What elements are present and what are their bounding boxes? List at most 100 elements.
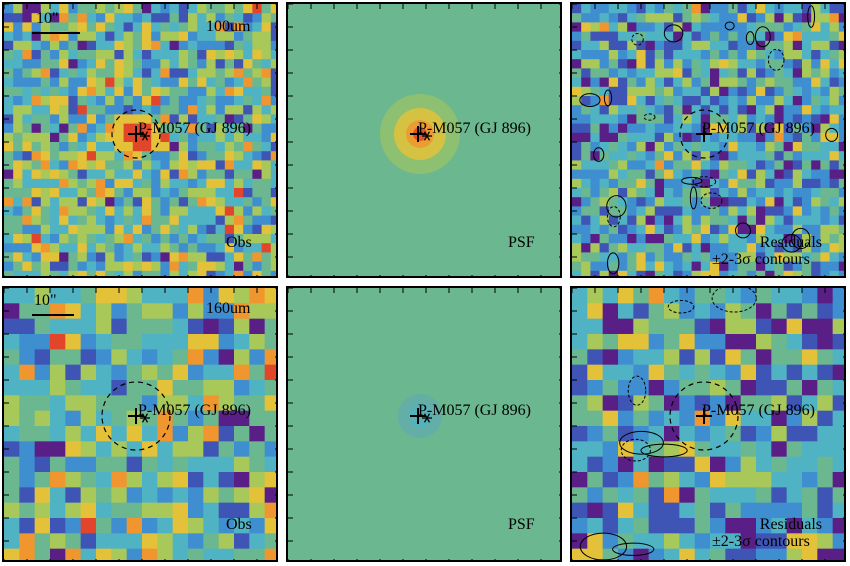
map-pixel <box>234 197 244 207</box>
map-pixel <box>838 123 844 134</box>
map-pixel <box>40 206 51 217</box>
map-pixel <box>719 68 729 79</box>
map-pixel <box>829 59 840 69</box>
map-pixel <box>68 261 79 272</box>
map-pixel <box>50 318 66 335</box>
map-pixel <box>77 22 88 33</box>
map-pixel <box>142 169 152 180</box>
map-pixel <box>96 288 112 304</box>
map-pixel <box>68 114 79 125</box>
map-pixel <box>802 533 818 550</box>
map-pixel <box>105 4 115 14</box>
map-pixel <box>203 518 220 534</box>
map-pixel <box>832 395 844 412</box>
map-pixel <box>618 318 634 335</box>
map-pixel <box>802 234 812 244</box>
map-pixel <box>664 206 674 217</box>
map-pixel <box>725 548 742 560</box>
map-pixel <box>188 395 204 412</box>
map-pixel <box>86 270 97 276</box>
map-pixel <box>197 96 207 106</box>
map-pixel <box>4 270 14 276</box>
map-pixel <box>645 114 656 125</box>
map-pixel <box>832 518 844 534</box>
map-pixel <box>602 364 619 381</box>
map-pixel <box>802 40 812 51</box>
map-pixel <box>645 270 656 276</box>
map-pixel <box>618 169 628 180</box>
map-pixel <box>679 533 696 550</box>
map-pixel <box>218 334 235 350</box>
map-pixel <box>829 31 840 42</box>
map-pixel <box>590 59 601 69</box>
map-pixel <box>96 426 112 442</box>
map-pixel <box>172 349 189 366</box>
map-pixel <box>627 86 637 97</box>
map-pixel <box>820 105 831 115</box>
map-pixel <box>756 59 766 69</box>
map-pixel <box>178 50 189 60</box>
map-pixel <box>719 215 729 226</box>
map-pixel <box>590 160 601 171</box>
map-pixel <box>774 224 785 235</box>
map-pixel <box>608 123 619 134</box>
map-pixel <box>77 151 88 161</box>
map-pixel <box>618 160 628 171</box>
map-pixel <box>783 40 794 51</box>
map-pixel <box>243 132 253 143</box>
map-pixel <box>151 270 161 276</box>
map-pixel <box>197 224 207 235</box>
map-pixel <box>188 169 198 180</box>
map-pixel <box>756 197 766 207</box>
map-pixel <box>645 169 656 180</box>
map-pixel <box>664 114 674 125</box>
map-pixel <box>59 234 69 244</box>
map-pixel <box>792 206 803 217</box>
map-pixel <box>691 224 702 235</box>
map-pixel <box>96 334 112 350</box>
map-pixel <box>13 86 23 97</box>
map-pixel <box>169 105 180 115</box>
map-pixel <box>234 206 244 217</box>
map-pixel <box>756 188 766 198</box>
map-pixel <box>234 132 244 143</box>
map-pixel <box>169 215 180 226</box>
map-pixel <box>31 59 42 69</box>
map-pixel <box>123 68 134 79</box>
map-pixel <box>710 518 726 534</box>
map-pixel <box>188 270 198 276</box>
map-pixel <box>710 105 720 115</box>
map-pixel <box>832 288 844 304</box>
map-pixel <box>725 349 742 366</box>
contour-line <box>781 234 802 253</box>
map-pixel <box>829 4 840 14</box>
asterisk-marker <box>423 413 431 423</box>
map-pixel <box>811 270 821 276</box>
map-pixel <box>123 197 134 207</box>
map-pixel <box>188 50 198 60</box>
map-pixel <box>34 518 51 534</box>
map-pixel <box>105 234 115 244</box>
map-pixel <box>694 472 711 488</box>
map-pixel <box>50 270 60 276</box>
map-pixel <box>13 132 23 143</box>
map-pixel <box>608 160 619 171</box>
contour-line <box>681 176 703 185</box>
map-pixel <box>682 105 693 115</box>
map-pixel <box>802 303 818 320</box>
map-pixel <box>188 31 198 42</box>
map-pixel <box>829 197 840 207</box>
map-pixel <box>105 160 115 171</box>
map-pixel <box>270 86 276 97</box>
map-pixel <box>786 487 803 504</box>
map-pixel <box>77 123 88 134</box>
map-pixel <box>188 206 198 217</box>
map-pixel <box>96 349 112 366</box>
map-pixel <box>700 206 711 217</box>
map-pixel <box>811 132 821 143</box>
map-pixel <box>206 142 217 152</box>
map-pixel <box>746 68 757 79</box>
map-pixel <box>664 132 674 143</box>
map-pixel <box>679 303 696 320</box>
map-pixel <box>645 142 656 152</box>
